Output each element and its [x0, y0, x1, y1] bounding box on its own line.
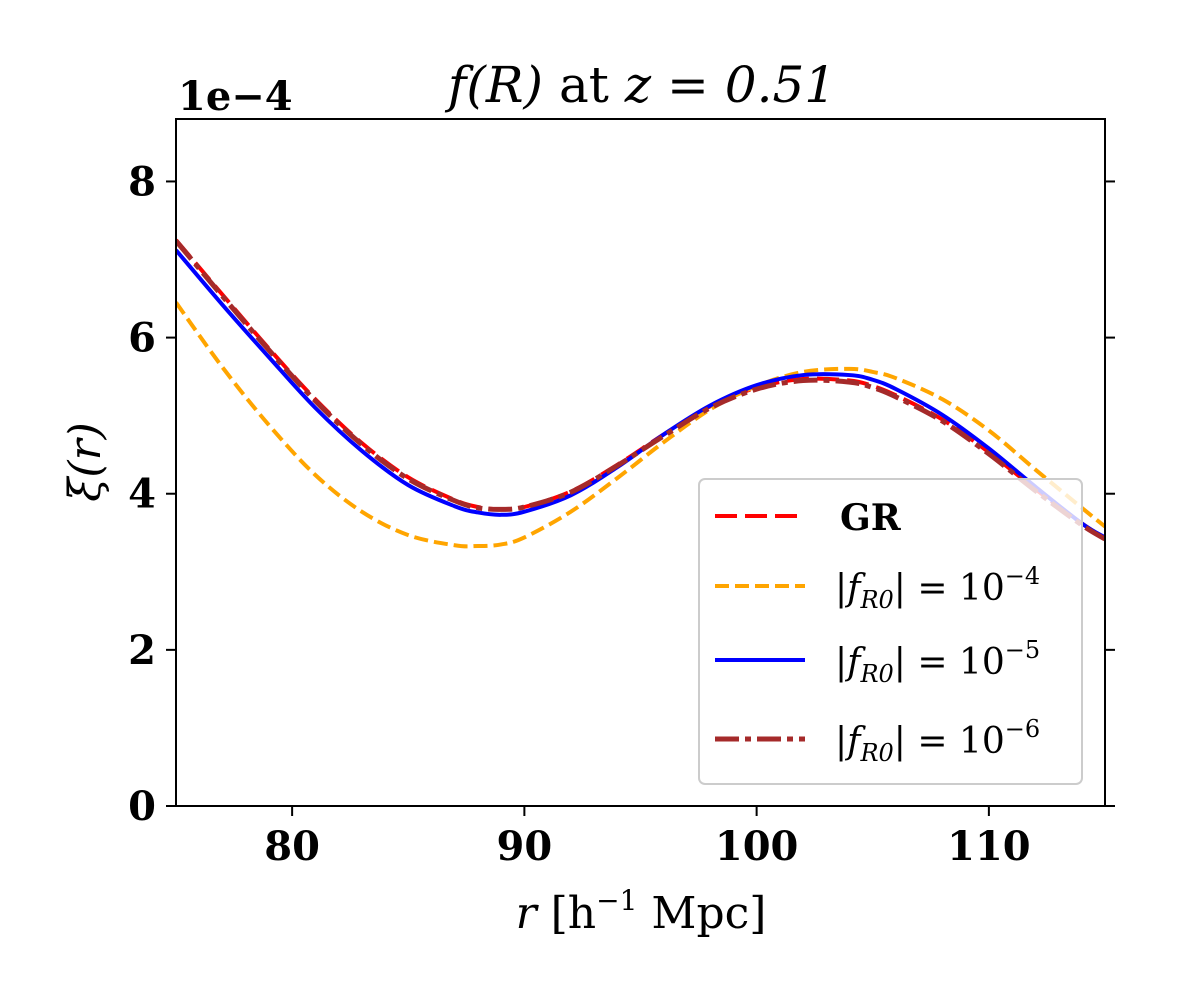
x-axis-label: r [h−1 Mpc] — [516, 884, 767, 939]
legend-label-gr: GR — [840, 497, 902, 539]
legend-1-part-eq: | = 10 — [894, 568, 1005, 609]
x-tick-label: 100 — [715, 823, 799, 870]
series-line-fr0-1e-6 — [176, 239, 1105, 542]
series-line-fr0-1e-4 — [176, 301, 1105, 549]
x-tick-label: 90 — [497, 823, 553, 870]
series-layer — [176, 238, 1105, 549]
legend-2-part-eq: | = 10 — [894, 642, 1005, 683]
legend-label-fr0-1e-5: |fR0| = 10−5 — [835, 636, 1040, 688]
legend-2-part-exp: −5 — [1005, 636, 1040, 664]
title-part-z: z = 0.51 — [624, 56, 836, 114]
legend-label-fr0-1e-6: |fR0| = 10−6 — [835, 715, 1040, 767]
legend-label-fr0-1e-4: |fR0| = 10−4 — [835, 562, 1040, 614]
legend-3-part-exp: −6 — [1005, 715, 1040, 743]
plot-frame — [175, 118, 1106, 807]
series-line-fr0-1e-5 — [176, 248, 1105, 540]
y-tick-label: 4 — [128, 471, 156, 518]
y-offset-label: 1e−4 — [178, 73, 293, 120]
x-tick-label: 110 — [947, 823, 1031, 870]
x-tick-label: 80 — [264, 823, 320, 870]
title-part-at: at — [543, 56, 625, 114]
xlabel-part-unit: Mpc] — [637, 888, 766, 939]
legend-1-part-sub: R0 — [859, 586, 893, 614]
y-tick-label: 8 — [128, 158, 156, 205]
y-tick-label: 2 — [128, 627, 156, 674]
y-tick-label: 6 — [128, 315, 156, 362]
legend-3-part-sub: R0 — [859, 739, 893, 767]
xlabel-part-exp: −1 — [596, 884, 637, 917]
xlabel-part-h: [h — [537, 888, 597, 939]
legend: GR |fR0| = 10−4 |fR0| = 10−5 |fR0| = 10−… — [698, 478, 1083, 785]
y-tick-label: 0 — [128, 783, 156, 830]
chart-title: f(R) at z = 0.51 — [444, 56, 836, 114]
ticks-layer: 80 90 100 110 0 2 4 6 8 — [128, 158, 1115, 870]
y-axis-label: ξ(r) — [60, 422, 111, 502]
legend-3-part-eq: | = 10 — [894, 721, 1005, 762]
title-part-func: f(R) — [444, 56, 543, 114]
legend-2-part-sub: R0 — [859, 660, 893, 688]
legend-box — [698, 478, 1083, 785]
legend-1-part-exp: −4 — [1005, 562, 1040, 590]
xlabel-part-r: r — [516, 888, 540, 939]
